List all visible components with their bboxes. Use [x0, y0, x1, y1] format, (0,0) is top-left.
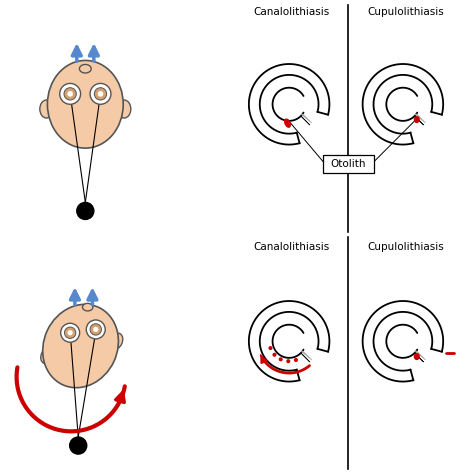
Text: Canalolithiasis: Canalolithiasis	[254, 7, 329, 17]
Circle shape	[70, 437, 87, 454]
Circle shape	[90, 324, 101, 335]
Ellipse shape	[414, 354, 419, 359]
Circle shape	[67, 91, 73, 97]
Ellipse shape	[47, 60, 123, 148]
Text: Cupulolithiasis: Cupulolithiasis	[367, 242, 444, 252]
Ellipse shape	[80, 64, 91, 73]
Ellipse shape	[41, 347, 54, 364]
Polygon shape	[415, 353, 424, 362]
Ellipse shape	[40, 100, 53, 118]
Ellipse shape	[118, 100, 131, 118]
Circle shape	[64, 327, 76, 338]
Circle shape	[64, 88, 76, 100]
Circle shape	[98, 91, 103, 97]
Polygon shape	[301, 351, 312, 360]
Circle shape	[279, 358, 282, 361]
Circle shape	[86, 320, 105, 339]
Circle shape	[94, 88, 107, 100]
Circle shape	[295, 359, 297, 361]
Text: Canalolithiasis: Canalolithiasis	[254, 242, 329, 252]
Polygon shape	[301, 116, 310, 125]
Circle shape	[61, 323, 80, 342]
Polygon shape	[415, 351, 426, 360]
Circle shape	[77, 202, 94, 219]
Circle shape	[93, 327, 99, 332]
Polygon shape	[415, 114, 426, 123]
Polygon shape	[415, 116, 424, 125]
Text: Otolith: Otolith	[331, 158, 366, 169]
FancyBboxPatch shape	[323, 155, 374, 173]
Ellipse shape	[285, 119, 290, 127]
Polygon shape	[301, 114, 312, 123]
Circle shape	[273, 354, 276, 356]
Circle shape	[67, 330, 73, 336]
Polygon shape	[301, 353, 310, 362]
Circle shape	[90, 83, 111, 104]
Ellipse shape	[82, 303, 93, 311]
Text: Cupulolithiasis: Cupulolithiasis	[367, 7, 444, 17]
Ellipse shape	[109, 333, 123, 349]
Ellipse shape	[414, 117, 419, 122]
Circle shape	[60, 83, 81, 104]
Circle shape	[269, 347, 272, 349]
Circle shape	[287, 360, 290, 363]
Ellipse shape	[43, 304, 118, 388]
